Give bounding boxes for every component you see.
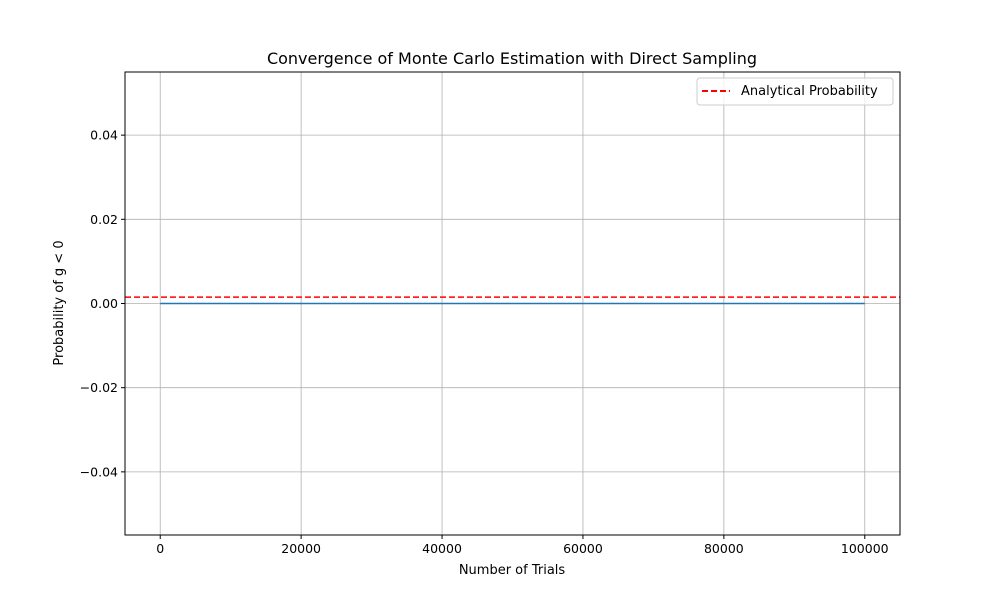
x-tick-label: 40000 — [422, 541, 462, 556]
y-tick-label: −0.02 — [80, 380, 118, 395]
chart-title: Convergence of Monte Carlo Estimation wi… — [267, 49, 757, 68]
y-tick-label: 0.02 — [90, 212, 118, 227]
legend-label-analytical-probability: Analytical Probability — [741, 84, 878, 99]
x-axis-ticks: 0 20000 40000 60000 80000 100000 — [156, 535, 889, 556]
legend: Analytical Probability — [696, 77, 894, 106]
legend-box — [696, 77, 894, 106]
y-tick-label: 0.04 — [90, 128, 118, 143]
x-tick-label: 60000 — [563, 541, 603, 556]
plot-lines — [125, 296, 900, 305]
x-tick-label: 0 — [156, 541, 164, 556]
y-tick-label: 0.00 — [90, 296, 118, 311]
x-tick-label: 100000 — [841, 541, 889, 556]
y-axis-ticks: −0.04 −0.02 0.00 0.02 0.04 — [80, 128, 125, 479]
y-tick-label: −0.04 — [80, 464, 118, 479]
x-axis-title: Number of Trials — [459, 563, 566, 578]
x-tick-label: 20000 — [281, 541, 321, 556]
x-tick-label: 80000 — [704, 541, 744, 556]
y-axis-title: Probability of g < 0 — [52, 240, 67, 365]
